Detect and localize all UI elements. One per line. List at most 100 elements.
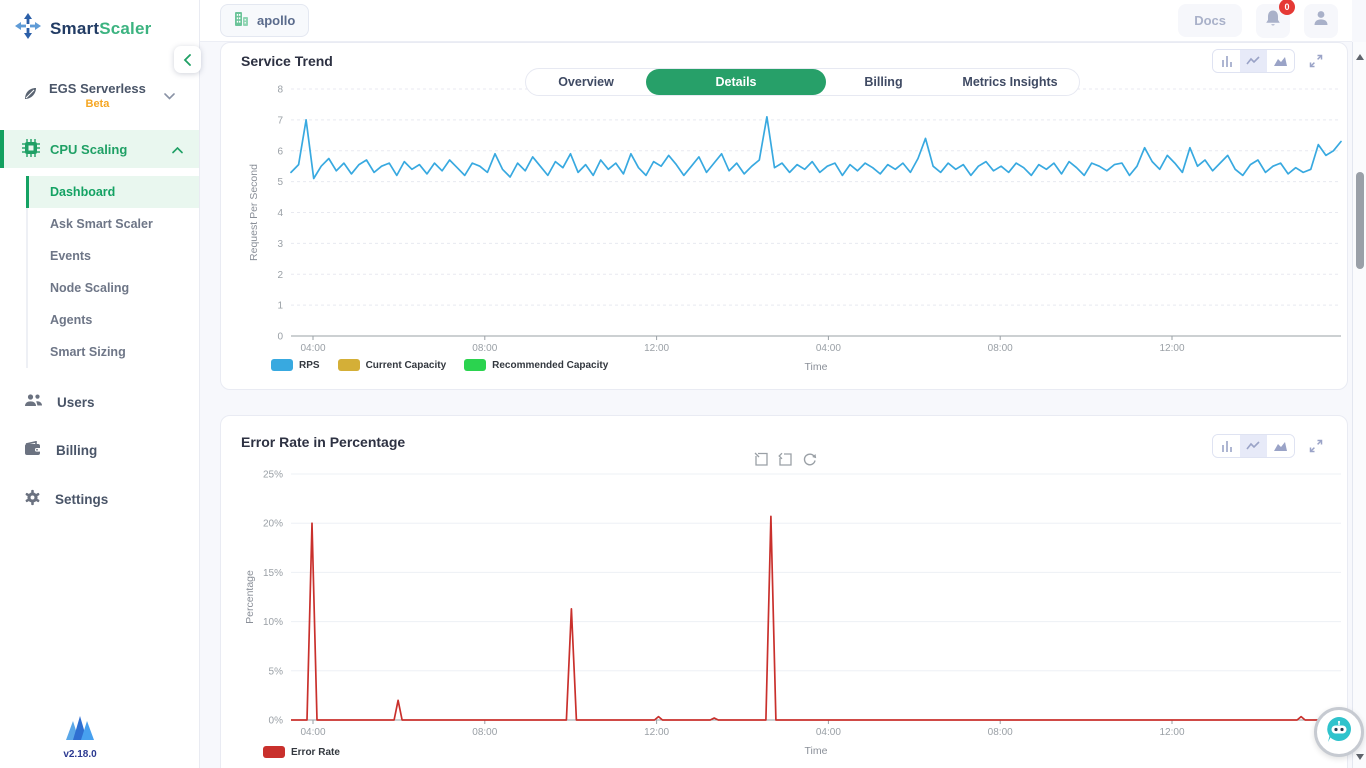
svg-text:04:00: 04:00: [300, 727, 325, 738]
sidebar-item-cpu-scaling[interactable]: CPU Scaling: [0, 130, 199, 168]
error-rate-legend: Error Rate: [263, 746, 340, 758]
svg-text:12:00: 12:00: [1159, 343, 1184, 354]
main-content: Service Trend 0 1 2 3 4 5 6 7 8 04:00 08:00 12:00 04…: [200, 42, 1352, 768]
scrollbar-thumb[interactable]: [1356, 172, 1364, 269]
workspace-selector[interactable]: EGS Serverless Beta: [0, 55, 199, 122]
svg-text:04:00: 04:00: [300, 343, 325, 354]
cpu-chip-icon: [22, 138, 40, 160]
service-trend-chart: 0 1 2 3 4 5 6 7 8 04:00 08:00 12:00 04:00 08:00 12:00 T…: [248, 85, 1342, 373]
legend-label: RPS: [299, 359, 320, 371]
data-zoom-icon[interactable]: [754, 452, 769, 472]
person-icon: [1312, 9, 1330, 32]
zoom-reset-icon[interactable]: [778, 452, 793, 472]
view-tabs: Overview Details Billing Metrics Insight…: [525, 68, 1080, 96]
scroll-up-arrow[interactable]: [1356, 54, 1364, 60]
wallet-icon: [24, 440, 42, 459]
legend-item[interactable]: Recommended Capacity: [464, 359, 608, 371]
sidebar-item-events[interactable]: Events: [50, 249, 91, 263]
sidebar-item-node-scaling[interactable]: Node Scaling: [50, 281, 130, 295]
service-trend-title: Service Trend: [241, 53, 333, 69]
cpu-scaling-submenu: Dashboard Ask Smart Scaler Events Node S…: [26, 176, 199, 368]
line-chart-icon[interactable]: [1240, 435, 1267, 457]
docs-button[interactable]: Docs: [1178, 4, 1242, 37]
workspace-beta-badge: Beta: [85, 98, 110, 110]
sidebar-item-smart-sizing[interactable]: Smart Sizing: [50, 345, 126, 359]
sidebar-collapse-button[interactable]: [174, 46, 201, 73]
legend-item[interactable]: Error Rate: [263, 746, 340, 758]
gear-icon: [24, 489, 41, 509]
svg-text:20%: 20%: [263, 519, 283, 530]
svg-text:15%: 15%: [263, 568, 283, 579]
tab-billing[interactable]: Billing: [864, 75, 903, 89]
sidebar-item-users[interactable]: Users: [0, 378, 199, 426]
legend-item[interactable]: RPS: [271, 359, 320, 371]
svg-text:2: 2: [277, 270, 283, 281]
legend-item[interactable]: Current Capacity: [337, 359, 447, 371]
org-name: apollo: [257, 13, 296, 28]
svg-text:6: 6: [277, 146, 283, 157]
svg-text:12:00: 12:00: [644, 727, 669, 738]
chat-widget-button[interactable]: [1314, 707, 1364, 757]
sidebar-item-label: Settings: [55, 491, 109, 507]
svg-text:10%: 10%: [263, 617, 283, 628]
workspace-icon: [22, 85, 39, 107]
tab-metrics-insights[interactable]: Metrics Insights: [962, 75, 1058, 89]
bar-chart-icon[interactable]: [1213, 435, 1240, 457]
svg-text:Request Per Second: Request Per Second: [248, 164, 260, 261]
svg-text:12:00: 12:00: [644, 343, 669, 354]
sidebar-item-label: Billing: [56, 442, 98, 458]
sidebar-item-dashboard[interactable]: Dashboard: [26, 176, 199, 208]
tab-overview[interactable]: Overview: [558, 75, 614, 89]
service-chart-toolbar: [1212, 49, 1327, 73]
expand-icon[interactable]: [1305, 435, 1327, 457]
svg-text:4: 4: [277, 208, 283, 219]
sidebar-item-label: CPU Scaling: [50, 141, 128, 157]
svg-text:Time: Time: [805, 361, 828, 373]
users-icon: [24, 393, 43, 411]
echarts-toolbox: [754, 452, 817, 472]
sidebar-item-billing[interactable]: Billing: [0, 426, 199, 474]
robot-chat-icon: [1323, 714, 1355, 751]
expand-icon[interactable]: [1305, 50, 1327, 72]
error-rate-title: Error Rate in Percentage: [241, 434, 406, 450]
sidebar-item-ask-smart-scaler[interactable]: Ask Smart Scaler: [50, 217, 153, 231]
tab-details[interactable]: Details: [646, 69, 826, 95]
scroll-down-arrow[interactable]: [1356, 754, 1364, 760]
legend-label: Current Capacity: [365, 359, 447, 371]
restore-icon[interactable]: [802, 452, 817, 472]
legend-swatch: [337, 359, 360, 371]
svg-text:04:00: 04:00: [816, 343, 841, 354]
error-rate-chart: 0% 5% 10% 15% 20% 25% 04:00 08:00 12:00 04:00 08:0…: [244, 470, 1341, 757]
version-label: v2.18.0: [63, 749, 97, 760]
sidebar-item-label: Users: [57, 394, 95, 410]
svg-text:5: 5: [277, 177, 283, 188]
svg-text:8: 8: [277, 85, 283, 96]
vertical-scrollbar: [1352, 42, 1366, 768]
chevron-down-icon[interactable]: [164, 87, 175, 105]
error-chart-toolbar: [1212, 434, 1327, 458]
legend-label: Error Rate: [291, 746, 340, 758]
line-chart-icon[interactable]: [1240, 50, 1267, 72]
account-button[interactable]: [1304, 3, 1338, 38]
legend-swatch: [263, 746, 285, 758]
sidebar: SmartScaler EGS Serverless Beta CPU Scal…: [0, 0, 200, 768]
legend-swatch: [271, 359, 293, 371]
sidebar-item-agents[interactable]: Agents: [50, 313, 93, 327]
chevron-up-icon[interactable]: [172, 142, 183, 157]
svg-text:04:00: 04:00: [816, 727, 841, 738]
svg-text:0: 0: [277, 332, 283, 343]
error-rate-card: Error Rate in Percentage: [220, 415, 1348, 768]
org-selector-button[interactable]: apollo: [220, 4, 310, 37]
notifications-button[interactable]: 0: [1256, 0, 1295, 38]
svg-text:3: 3: [277, 239, 283, 250]
area-chart-icon[interactable]: [1267, 50, 1294, 72]
area-chart-icon[interactable]: [1267, 435, 1294, 457]
svg-text:Time: Time: [805, 745, 828, 757]
sidebar-item-settings[interactable]: Settings: [0, 474, 199, 524]
svg-text:08:00: 08:00: [472, 727, 497, 738]
bar-chart-icon[interactable]: [1213, 50, 1240, 72]
svg-text:08:00: 08:00: [472, 343, 497, 354]
svg-text:08:00: 08:00: [988, 343, 1013, 354]
svg-text:1: 1: [277, 301, 283, 312]
svg-text:7: 7: [277, 115, 283, 126]
